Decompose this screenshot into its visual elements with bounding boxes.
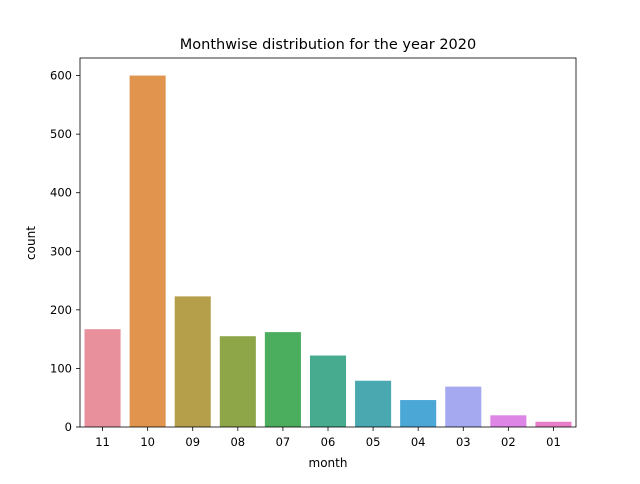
x-tick-label: 11: [95, 435, 110, 449]
bar-10: [129, 75, 166, 427]
x-tick-label: 07: [276, 435, 291, 449]
y-tick-label: 200: [50, 303, 72, 317]
y-axis-label: count: [24, 226, 38, 260]
y-tick-label: 500: [50, 127, 72, 141]
bar-02: [490, 415, 527, 427]
bar-08: [219, 336, 256, 427]
x-tick-label: 06: [321, 435, 336, 449]
x-tick-label: 01: [546, 435, 561, 449]
y-tick-label: 100: [50, 361, 72, 375]
y-tick-label: 300: [50, 244, 72, 258]
x-tick-label: 09: [185, 435, 200, 449]
bar-05: [355, 380, 392, 427]
x-tick-label: 05: [366, 435, 381, 449]
chart-title: Monthwise distribution for the year 2020: [180, 37, 476, 53]
bar-03: [445, 386, 482, 427]
y-tick-label: 600: [50, 69, 72, 83]
x-tick-label: 02: [501, 435, 516, 449]
x-axis-label: month: [309, 456, 348, 470]
x-tick-label: 10: [140, 435, 155, 449]
x-tick-label: 04: [411, 435, 426, 449]
y-tick-label: 0: [65, 420, 72, 434]
bar-09: [174, 296, 211, 427]
x-tick-label: 03: [456, 435, 471, 449]
bar-07: [264, 332, 301, 427]
x-tick-label: 08: [230, 435, 245, 449]
y-tick-label: 400: [50, 186, 72, 200]
bar-11: [84, 329, 121, 427]
plot-area: 0 100 200 300 400 500 600 11 10 09 08 07 06 05 04 03 02 0…: [50, 57, 577, 449]
bar-01: [535, 421, 572, 427]
bar-06: [309, 355, 347, 427]
bar-04: [400, 400, 437, 427]
